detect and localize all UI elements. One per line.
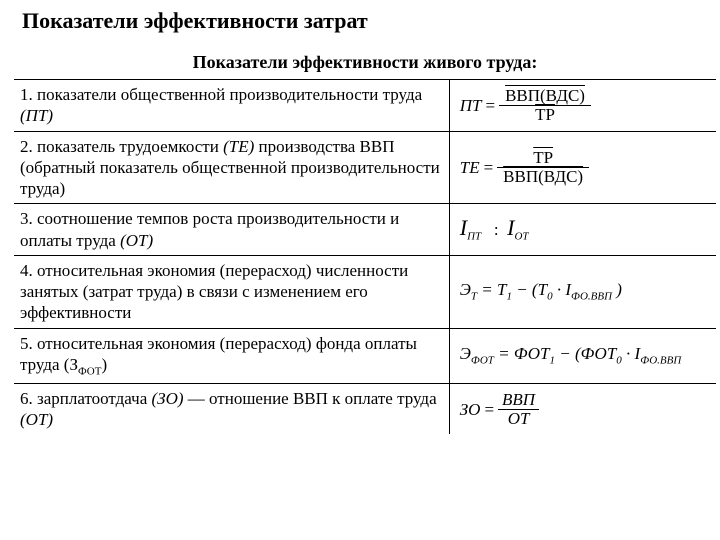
- row3-formula: IПТ : IОТ: [449, 204, 716, 256]
- row2-desc: 2. показатель трудоемкости (ТЕ) производ…: [14, 131, 449, 204]
- row5-desc: 5. относительная экономия (перерасход) ф…: [14, 328, 449, 383]
- table-row: 1. показатели общественной производитель…: [14, 80, 716, 132]
- row4-desc: 4. относительная экономия (перерасход) ч…: [14, 255, 449, 328]
- row1-formula: ПТ= ВВП(ВДС) ТР: [449, 80, 716, 132]
- indicators-table: Показатели эффективности живого труда: 1…: [14, 46, 716, 434]
- row6-formula: ЗО= ВВП ОТ: [449, 383, 716, 434]
- table-row: 6. зарплатоотдача (ЗО) — отношение ВВП к…: [14, 383, 716, 434]
- row1-desc: 1. показатели общественной производитель…: [14, 80, 449, 132]
- row2-formula: ТЕ= ТР ВВП(ВДС): [449, 131, 716, 204]
- table-row: 5. относительная экономия (перерасход) ф…: [14, 328, 716, 383]
- table-header: Показатели эффективности живого труда:: [14, 46, 716, 80]
- table-row: 3. соотношение темпов роста производител…: [14, 204, 716, 256]
- row4-formula: ЭТ = Т1 − (Т0 · IФО.ВВП ): [449, 255, 716, 328]
- row5-formula: ЭФОТ = ФОТ1 − (ФОТ0 · IФО.ВВП: [449, 328, 716, 383]
- table-row: 4. относительная экономия (перерасход) ч…: [14, 255, 716, 328]
- row3-desc: 3. соотношение темпов роста производител…: [14, 204, 449, 256]
- row6-desc: 6. зарплатоотдача (ЗО) — отношение ВВП к…: [14, 383, 449, 434]
- page-title: Показатели эффективности затрат: [22, 8, 716, 34]
- table-row: 2. показатель трудоемкости (ТЕ) производ…: [14, 131, 716, 204]
